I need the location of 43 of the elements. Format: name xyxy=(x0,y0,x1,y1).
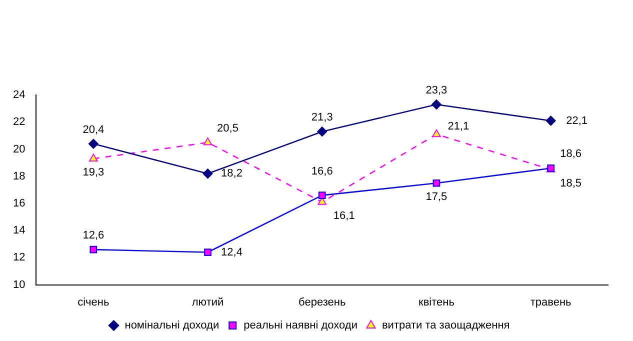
y-tick-label: 16 xyxy=(12,197,26,210)
data-label: 23,3 xyxy=(426,84,448,97)
data-label: 18,5 xyxy=(560,178,582,190)
point xyxy=(204,248,212,256)
data-label: 21,3 xyxy=(311,112,333,124)
point xyxy=(432,179,440,187)
x-tick-label: лютий xyxy=(192,296,224,308)
point xyxy=(546,116,556,126)
data-label: 18,6 xyxy=(560,148,582,160)
data-label: 16,1 xyxy=(333,210,355,222)
x-tick-label: березень xyxy=(298,296,346,308)
point xyxy=(88,138,98,149)
y-tick-label: 22 xyxy=(12,116,26,128)
y-tick-label: 24 xyxy=(12,89,26,102)
data-label: 12,6 xyxy=(82,230,104,242)
point xyxy=(317,126,328,137)
legend-label: реальні наявні доходи xyxy=(244,320,358,332)
point xyxy=(432,129,441,138)
point xyxy=(318,192,326,200)
data-label: 19,3 xyxy=(82,166,104,179)
point xyxy=(90,246,98,254)
y-tick-label: 12 xyxy=(12,252,26,264)
y-tick-label: 20 xyxy=(12,143,26,156)
x-tick-label: квітень xyxy=(418,296,455,308)
point xyxy=(202,168,213,179)
y-tick-label: 10 xyxy=(12,278,26,291)
y-tick-label: 18 xyxy=(12,170,26,182)
legend-label: номінальні доходи xyxy=(124,320,220,332)
data-label: 16,6 xyxy=(311,165,333,178)
data-label: 12,4 xyxy=(221,246,242,258)
data-label: 17,5 xyxy=(426,191,448,204)
data-label: 22,1 xyxy=(566,114,588,127)
data-label: 21,1 xyxy=(448,120,470,132)
legend-label: витрати та заощадження xyxy=(382,320,510,332)
point xyxy=(203,137,212,146)
y-tick-label: 14 xyxy=(12,224,26,237)
point xyxy=(431,99,442,110)
data-label: 20,4 xyxy=(82,124,104,136)
data-label: 20,5 xyxy=(217,122,238,134)
x-tick-label: травень xyxy=(530,296,572,308)
data-label: 18,2 xyxy=(221,168,242,180)
point xyxy=(89,154,98,162)
x-tick-label: січень xyxy=(78,296,110,308)
